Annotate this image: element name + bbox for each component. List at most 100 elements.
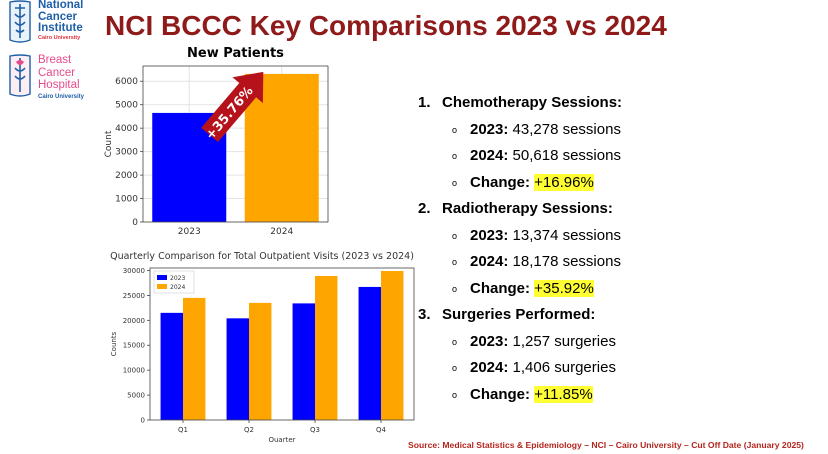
chart2-title: Quarterly Comparison for Total Outpatien…	[110, 251, 414, 262]
list-item: o 2024: 1,406 surgeries	[418, 359, 818, 386]
chart2-bar-Q4-2023	[358, 286, 381, 420]
list-item-value: 43,278 sessions	[508, 120, 621, 138]
chart2-ytick-label: 15000	[123, 342, 145, 350]
bullet-icon: o	[452, 389, 458, 400]
list-item-content: 2023: 43,278 sessions	[470, 121, 621, 138]
chart1-ytick-label: 4000	[115, 124, 138, 134]
section-number: 1.	[418, 94, 431, 111]
list-item-content: Change: +11.85%	[470, 385, 593, 403]
chart2-bar-Q4-2024	[381, 270, 404, 420]
chart1-bar-2024	[244, 73, 319, 222]
nci-logo-line3: Institute	[38, 22, 83, 34]
nci-logo-sub: Cairo University	[38, 34, 81, 41]
list-item: o Change: +11.85%	[418, 385, 818, 413]
list-item: o 2024: 50,618 sessions	[418, 147, 818, 174]
section-title: Chemotherapy Sessions:	[442, 94, 623, 111]
source-note: Source: Medical Statistics & Epidemiolog…	[408, 440, 804, 450]
chart1-title: New Patients	[187, 46, 284, 61]
bch-emblem-icon	[6, 54, 34, 98]
list-item-value: 1,406 surgeries	[508, 359, 616, 376]
chart2-ytick-label: 5000	[127, 392, 145, 400]
change-value: +11.85%	[534, 385, 593, 403]
chart2-xtick-label: Q4	[376, 426, 387, 434]
list-item: o Change: +35.92%	[418, 279, 818, 307]
nci-logo-line1: National	[38, 0, 84, 11]
list-item-value: 1,257 surgeries	[508, 332, 616, 350]
chart2-ytick-label: 25000	[123, 292, 145, 300]
list-item-label: Change:	[470, 385, 530, 403]
list-item-label: 2023:	[470, 332, 509, 350]
list-item-label: 2024:	[470, 147, 509, 164]
chart2-legend-swatch	[157, 284, 167, 289]
chart2-ytick-label: 30000	[123, 267, 145, 275]
bch-logo-line3: Hospital	[38, 79, 80, 92]
nci-logo-line2: Cancer	[38, 10, 77, 23]
list-item-label: 2023:	[470, 120, 509, 138]
page-title: NCI BCCC Key Comparisons 2023 vs 2024	[105, 10, 667, 41]
bullet-icon: o	[452, 230, 458, 241]
chart1-ytick-label: 1000	[115, 195, 138, 205]
comparison-list: 1. Chemotherapy Sessions: o 2023: 43,278 se…	[418, 94, 818, 412]
list-item-label: 2024:	[470, 253, 509, 270]
chart2-bar-Q3-2023	[292, 303, 315, 420]
list-item-content: 2023: 13,374 sessions	[470, 227, 621, 244]
section-number: 3.	[418, 306, 431, 323]
chart2-ytick-label: 0	[141, 417, 145, 425]
list-item-value: 18,178 sessions	[508, 253, 621, 270]
change-value: +16.96%	[534, 173, 594, 191]
bullet-icon: o	[452, 283, 458, 294]
chart2-legend-swatch	[157, 275, 167, 280]
chart2-bar-Q1-2024	[183, 297, 206, 420]
bch-logo-line2: Cancer	[38, 66, 76, 79]
section-number: 2.	[418, 200, 431, 217]
chart2-frame	[149, 267, 415, 421]
list-item: o 2023: 1,257 surgeries	[418, 333, 818, 360]
new-patients-chart: New Patients 2023 2024 0 1000 2000 3000 4000 500…	[104, 46, 329, 237]
bullet-icon: o	[452, 177, 458, 188]
list-item: o Change: +16.96%	[418, 173, 818, 201]
chart1-frame	[142, 65, 329, 223]
nci-logo: National Cancer Institute Cairo Universi…	[6, 0, 83, 44]
bullet-icon: o	[452, 336, 458, 347]
list-item-label: Change:	[470, 279, 530, 297]
section-title: Radiotherapy Sessions:	[442, 200, 613, 217]
chart2-bar-Q2-2024	[249, 302, 272, 420]
growth-arrow-icon	[201, 71, 264, 142]
section-heading: 2. Radiotherapy Sessions:	[418, 200, 818, 227]
change-value: +35.92%	[534, 279, 594, 297]
section-title: Surgeries Performed:	[442, 306, 596, 323]
chart2-xtick-label: Q1	[178, 426, 188, 434]
chart2-legend-label: 2024	[170, 284, 185, 291]
section-heading: 3. Surgeries Performed:	[418, 306, 818, 333]
chart2-bar-Q2-2023	[226, 318, 249, 420]
bullet-icon: o	[452, 363, 458, 373]
chart2-ytick-label: 10000	[123, 367, 145, 375]
list-item-content: Change: +35.92%	[470, 279, 594, 297]
quarterly-visits-chart: Quarterly Comparison for Total Outpatien…	[110, 251, 415, 442]
chart2-xtick-label: Q3	[310, 426, 320, 434]
list-item-label: 2023:	[470, 226, 509, 244]
bch-logo-line1: Breast	[38, 54, 72, 66]
bch-logo: Breast Cancer Hospital Cairo University	[6, 54, 84, 100]
list-item: o 2023: 13,374 sessions	[418, 227, 818, 254]
chart2-bar-Q3-2024	[315, 275, 338, 420]
chart1-ytick-label: 0	[132, 218, 138, 228]
chart1-ytick-label: 3000	[115, 148, 138, 158]
list-item-label: Change:	[470, 173, 530, 191]
chart2-ytick-label: 20000	[123, 317, 145, 325]
bullet-icon: o	[452, 124, 458, 135]
chart1-ylabel: Count	[104, 130, 114, 157]
chart1-xtick-label: 2024	[270, 227, 293, 237]
nci-emblem-icon	[6, 0, 34, 44]
chart2-ylabel: Counts	[110, 331, 118, 356]
list-item-label: 2024:	[470, 359, 509, 376]
list-item-value: 13,374 sessions	[508, 226, 621, 244]
chart2-legend: 2023 2024	[153, 270, 195, 294]
chart2-legend-label: 2023	[170, 275, 185, 282]
list-item-content: 2023: 1,257 surgeries	[470, 333, 616, 350]
chart2-xlabel: Quarter	[268, 436, 295, 442]
bullet-icon: o	[452, 257, 458, 267]
list-item-content: Change: +16.96%	[470, 173, 594, 191]
list-item: o 2023: 43,278 sessions	[418, 121, 818, 148]
list-item-content: 2024: 50,618 sessions	[470, 147, 621, 164]
